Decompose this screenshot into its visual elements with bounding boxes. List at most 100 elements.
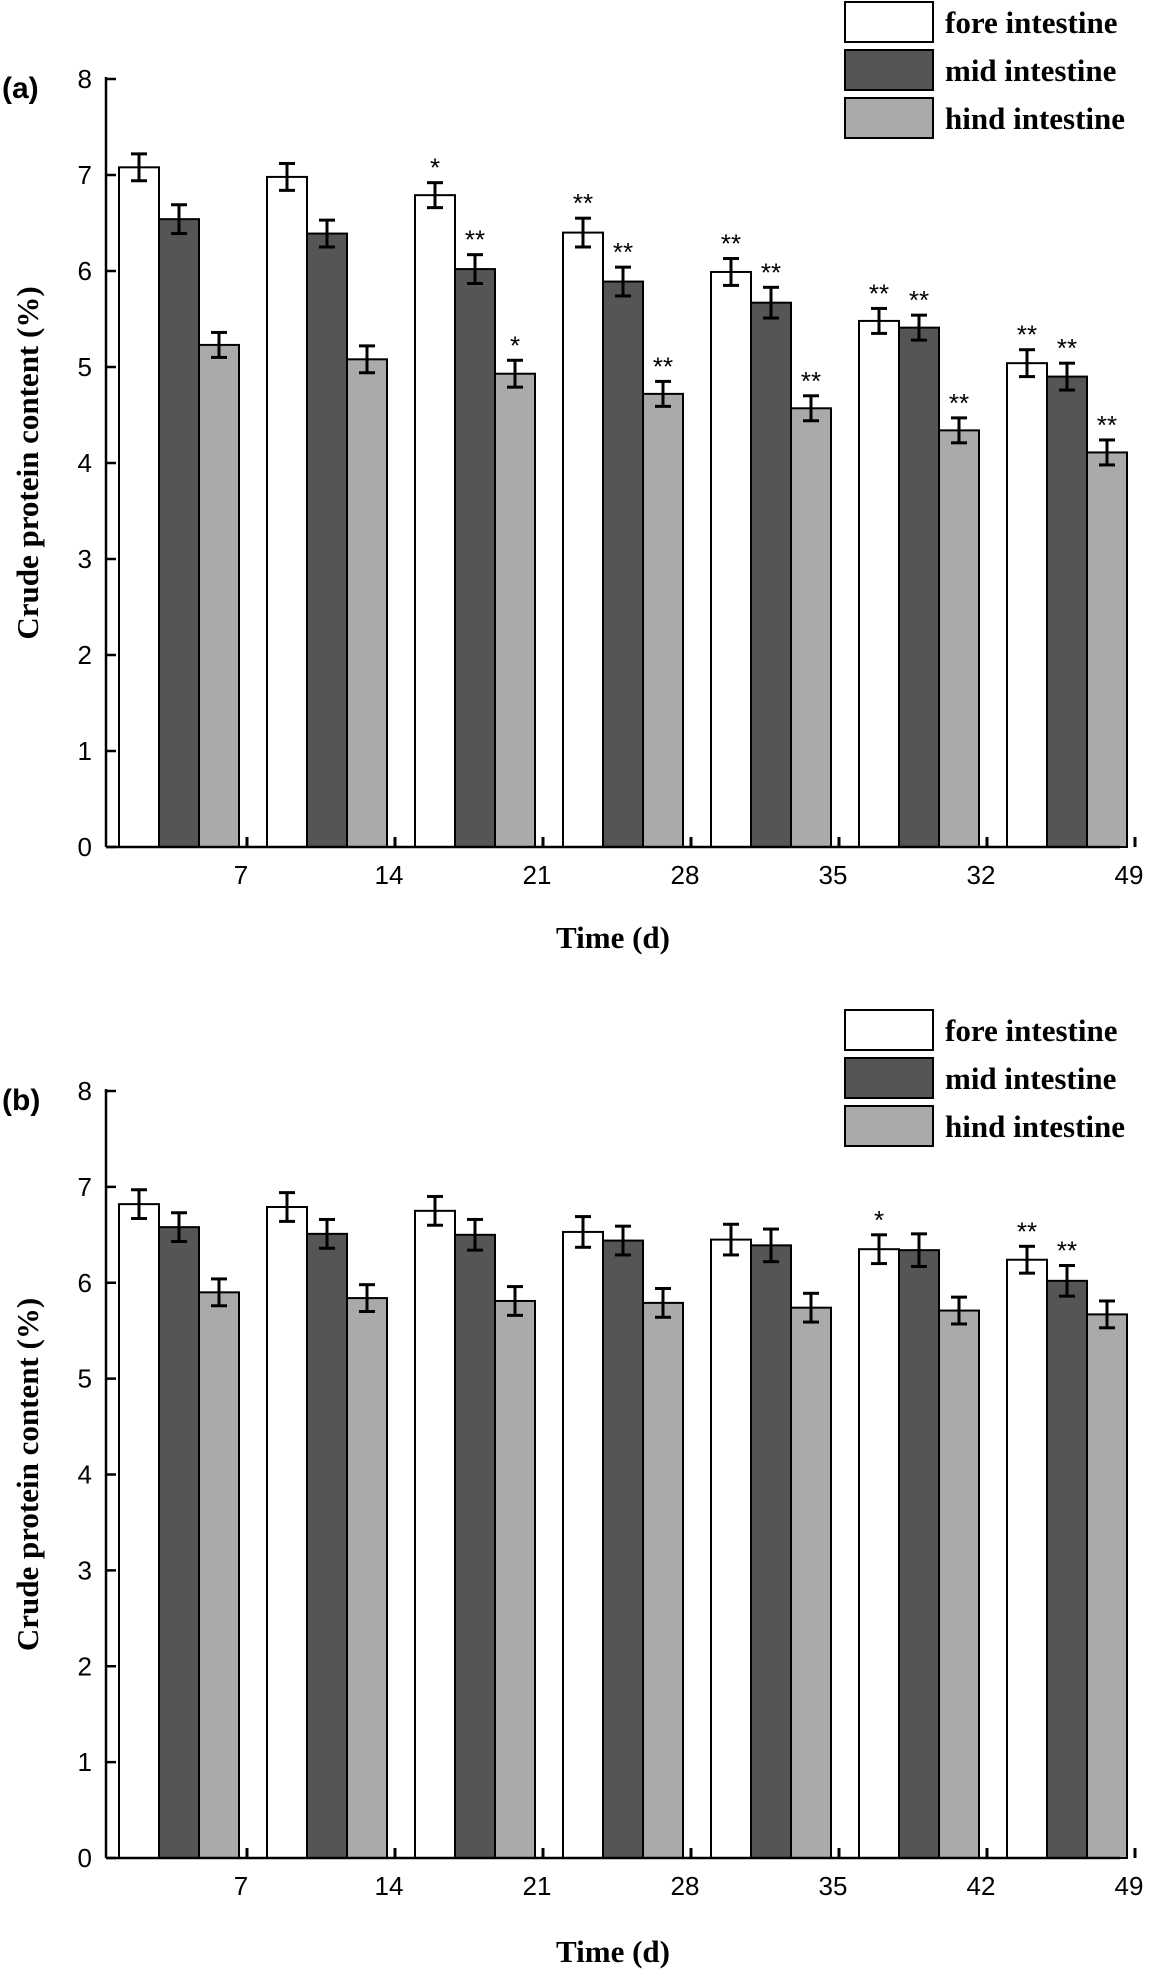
significance-mark: **	[869, 278, 889, 308]
y-tick-label: 4	[78, 448, 92, 478]
bar	[1006, 1258, 1048, 1859]
y-tick-label: 1	[78, 1747, 92, 1777]
bar	[1086, 1313, 1128, 1860]
x-tick-label: 14	[375, 1871, 404, 1901]
bar	[414, 1209, 456, 1859]
significance-mark: **	[721, 229, 741, 259]
bar	[118, 166, 160, 848]
bar	[602, 1239, 644, 1859]
y-tick-label: 2	[78, 640, 92, 670]
bar	[858, 319, 900, 849]
y-tick-label: 3	[78, 544, 92, 574]
bar	[602, 280, 644, 848]
bar	[266, 1206, 308, 1860]
y-tick-label: 7	[78, 160, 92, 190]
bar	[198, 1291, 240, 1859]
y-tick-label: 8	[78, 64, 92, 94]
y-tick-label: 8	[78, 1076, 92, 1106]
significance-mark: **	[1017, 1216, 1037, 1246]
panel-b-chart: (b) Time (d) Crude protein content (%) 7…	[2, 1009, 1144, 1969]
significance-mark: **	[761, 257, 781, 287]
legend-swatch	[844, 1057, 934, 1099]
legend-label: mid intestine	[945, 53, 1116, 88]
x-tick-label: 32	[967, 860, 996, 890]
y-tick-label: 6	[78, 256, 92, 286]
x-tick-label: 21	[523, 1871, 552, 1901]
panel-a-chart: (a) Time (d) Crude protein content (%) 7…	[2, 1, 1143, 955]
bar	[790, 1306, 832, 1859]
significance-mark: **	[1057, 333, 1077, 363]
legend-label: hind intestine	[945, 1109, 1125, 1144]
x-axis-title: Time (d)	[556, 920, 670, 955]
significance-mark: **	[1057, 1235, 1077, 1265]
x-tick-label: 7	[234, 860, 248, 890]
significance-mark: **	[573, 188, 593, 218]
x-axis-title: Time (d)	[556, 1934, 670, 1969]
x-tick-label: 28	[671, 1871, 700, 1901]
bar	[710, 1238, 752, 1859]
y-tick-label: 6	[78, 1268, 92, 1298]
significance-mark: **	[909, 285, 929, 315]
x-tick-label: 14	[375, 860, 404, 890]
legend-label: mid intestine	[945, 1061, 1116, 1096]
legend-swatch	[844, 97, 934, 139]
significance-mark: **	[465, 225, 485, 255]
y-axis-title: Crude protein content (%)	[10, 1298, 45, 1651]
significance-mark: **	[801, 366, 821, 396]
legend-label: fore intestine	[945, 1013, 1117, 1048]
bar	[562, 231, 604, 849]
bar	[938, 429, 980, 848]
bar	[898, 1249, 940, 1859]
bar	[898, 326, 940, 848]
legend-swatch	[844, 1105, 934, 1147]
x-tick-label: 35	[819, 860, 848, 890]
bar	[562, 1230, 604, 1859]
significance-mark: *	[874, 1205, 884, 1235]
bar	[1046, 1279, 1088, 1859]
legend-label: hind intestine	[945, 101, 1125, 136]
bar	[266, 175, 308, 849]
x-tick-label: 49	[1115, 1871, 1144, 1901]
y-tick-label: 5	[78, 1364, 92, 1394]
bar	[306, 1232, 348, 1859]
x-tick-label: 21	[523, 860, 552, 890]
bar	[454, 268, 496, 848]
bar	[1046, 375, 1088, 848]
y-tick-label: 4	[78, 1460, 92, 1490]
bar	[1086, 451, 1128, 848]
bar	[858, 1248, 900, 1859]
y-tick-label: 0	[78, 832, 92, 862]
bar	[494, 372, 536, 848]
x-tick-label: 28	[671, 860, 700, 890]
bar	[454, 1233, 496, 1859]
significance-mark: *	[510, 330, 520, 360]
y-tick-label: 5	[78, 352, 92, 382]
panel-label: (a)	[2, 72, 39, 105]
significance-mark: *	[430, 153, 440, 183]
legend-swatch	[844, 1009, 934, 1051]
significance-mark: **	[653, 351, 673, 381]
bar	[642, 392, 684, 848]
x-tick-label: 7	[234, 1871, 248, 1901]
panel-label: (b)	[2, 1084, 40, 1117]
bar	[494, 1299, 536, 1860]
y-tick-label: 7	[78, 1172, 92, 1202]
y-tick-label: 3	[78, 1555, 92, 1585]
bar	[750, 301, 792, 848]
bar	[1006, 362, 1048, 848]
bar	[118, 1203, 160, 1859]
x-tick-label: 35	[819, 1871, 848, 1901]
significance-mark: **	[949, 388, 969, 418]
y-tick-label: 0	[78, 1843, 92, 1873]
bar	[306, 232, 348, 848]
significance-mark: **	[1097, 410, 1117, 440]
bar	[158, 1226, 200, 1859]
y-tick-label: 2	[78, 1651, 92, 1681]
significance-mark: **	[613, 237, 633, 267]
y-axis-title: Crude protein content (%)	[10, 286, 45, 639]
y-tick-label: 1	[78, 736, 92, 766]
bar	[198, 343, 240, 848]
bar	[750, 1244, 792, 1859]
bar	[414, 194, 456, 849]
